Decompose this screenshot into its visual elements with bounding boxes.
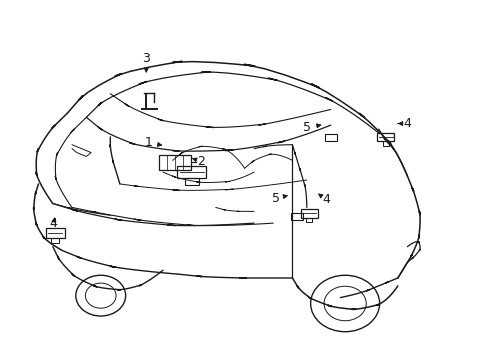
Bar: [45, 228, 64, 238]
Text: 2: 2: [192, 155, 205, 168]
Bar: [290, 212, 303, 220]
Text: 5: 5: [302, 121, 320, 134]
Text: 4: 4: [318, 193, 329, 206]
Text: 1: 1: [144, 136, 162, 149]
Bar: [177, 166, 206, 179]
Bar: [300, 209, 317, 218]
Bar: [324, 134, 336, 141]
Text: 4: 4: [50, 217, 58, 230]
Bar: [376, 132, 394, 141]
Bar: [159, 154, 190, 170]
Text: 4: 4: [397, 117, 410, 130]
Bar: [184, 179, 199, 185]
Text: 5: 5: [271, 192, 286, 205]
Text: 3: 3: [142, 52, 150, 72]
